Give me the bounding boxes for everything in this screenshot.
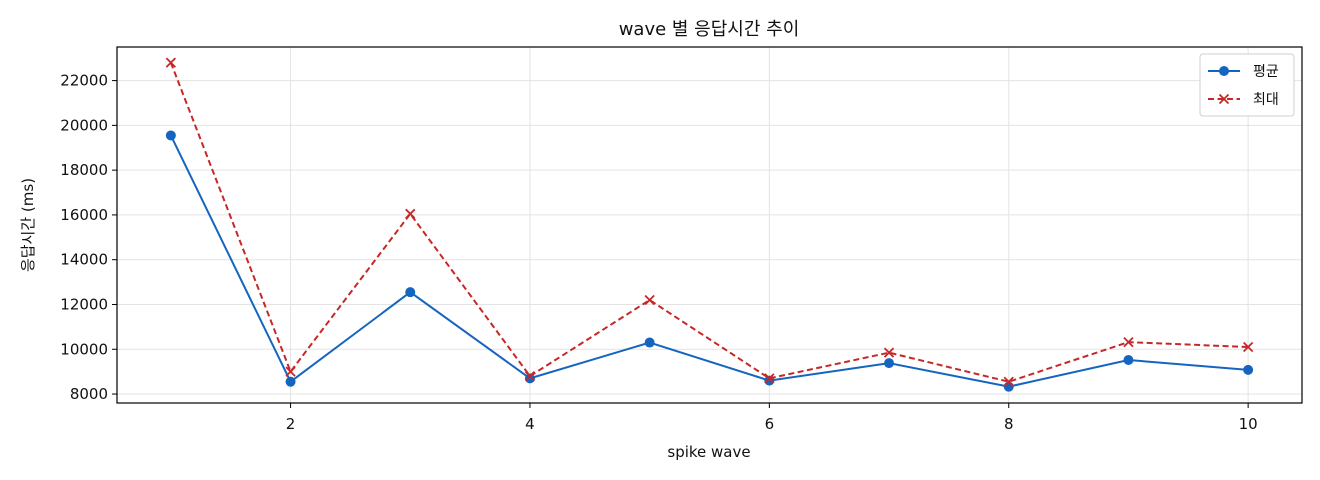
x-axis-label: spike wave <box>667 443 750 461</box>
data-point-circle <box>1243 364 1254 375</box>
data-point-x-marker <box>644 294 655 306</box>
series-line-1 <box>169 135 1249 388</box>
series-layer <box>165 57 1254 392</box>
legend-marker-x <box>1218 93 1230 105</box>
data-point-circle <box>405 287 416 298</box>
y-tick-label: 8000 <box>70 385 108 403</box>
x-tick-label: 8 <box>1004 415 1014 433</box>
legend-label: 평균 <box>1253 64 1279 80</box>
axes: 2 4 6 8 10 8000 10000 12000 14000 16000 18000 20000… <box>60 72 1257 433</box>
y-tick-label: 14000 <box>60 251 108 269</box>
grid <box>117 47 1302 403</box>
data-point-circle <box>165 130 176 141</box>
data-point-x-marker <box>1123 336 1134 348</box>
data-point-x-marker <box>1003 376 1014 387</box>
x-tick-label: 4 <box>525 415 535 433</box>
data-point-circle <box>524 373 535 384</box>
data-point-x-marker <box>883 347 895 358</box>
data-point-x-marker <box>405 208 416 219</box>
y-tick-label: 10000 <box>60 340 108 358</box>
data-point-x-marker <box>1242 341 1254 353</box>
x-tick-label: 2 <box>286 415 296 433</box>
data-point-x-marker <box>764 373 775 384</box>
legend-label: 최대 <box>1253 92 1279 108</box>
y-tick-label: 20000 <box>60 116 108 134</box>
data-point-x-marker <box>524 370 536 382</box>
data-point-x-marker <box>285 366 296 377</box>
y-axis-label: 응답시간 (ms) <box>19 178 37 272</box>
x-tick-label: 10 <box>1239 415 1258 433</box>
data-point-circle <box>884 358 895 369</box>
x-tick-label: 6 <box>765 415 775 433</box>
data-point-x-marker <box>165 57 177 68</box>
chart-title: wave 별 응답시간 추이 <box>619 19 800 40</box>
y-tick-label: 22000 <box>60 72 108 90</box>
series-line-2 <box>169 62 1249 383</box>
y-tick-label: 18000 <box>60 161 108 179</box>
legend-marker-circle <box>1219 66 1229 76</box>
plot-frame <box>116 46 1303 404</box>
data-point-circle <box>285 376 296 387</box>
y-tick-label: 16000 <box>60 206 108 224</box>
data-point-circle <box>1003 381 1014 392</box>
data-point-circle <box>1123 355 1134 366</box>
y-tick-label: 12000 <box>60 295 108 313</box>
legend-box <box>1199 53 1295 117</box>
data-point-circle <box>644 337 655 348</box>
